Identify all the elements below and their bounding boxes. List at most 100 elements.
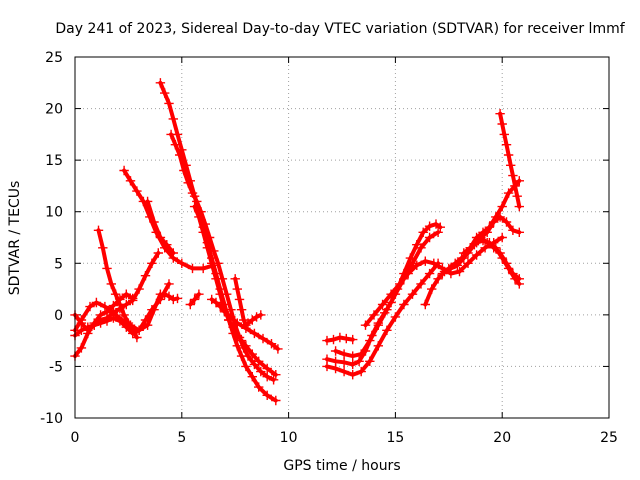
- data-point: [465, 243, 475, 253]
- y-tick-label: 20: [45, 102, 63, 118]
- data-point: [192, 196, 202, 207]
- series-arc-5: [93, 225, 142, 343]
- data-point: [115, 316, 125, 326]
- data-point: [234, 294, 245, 305]
- data-point: [147, 258, 157, 268]
- data-point: [142, 320, 153, 330]
- data-point: [365, 356, 375, 366]
- data-point: [127, 295, 138, 306]
- data-point: [514, 227, 524, 237]
- data-point: [166, 129, 176, 140]
- data-point: [365, 335, 375, 346]
- y-tick-label: 0: [54, 308, 63, 324]
- data-point: [354, 356, 364, 366]
- data-point: [405, 253, 416, 263]
- data-point: [119, 165, 129, 176]
- x-tick-label: 0: [71, 430, 80, 446]
- data-point: [339, 357, 349, 367]
- data-point: [348, 370, 358, 380]
- y-tick-label: 10: [45, 205, 63, 221]
- data-point: [249, 328, 260, 339]
- data-point: [341, 333, 351, 344]
- data-point: [510, 181, 520, 191]
- data-point: [373, 320, 383, 330]
- data-point: [232, 330, 242, 341]
- data-point: [121, 289, 131, 299]
- data-point: [506, 160, 516, 170]
- data-point: [147, 305, 157, 315]
- data-point: [164, 98, 174, 109]
- data-point: [403, 268, 413, 279]
- data-point: [140, 271, 151, 281]
- x-tick-label: 20: [493, 430, 511, 446]
- data-point: [162, 240, 172, 250]
- series-arc-14: [185, 289, 204, 310]
- data-point: [471, 238, 482, 248]
- data-point: [110, 289, 121, 299]
- data-point: [508, 170, 518, 181]
- data-point: [450, 258, 460, 268]
- data-point: [399, 299, 409, 310]
- data-point: [356, 349, 366, 359]
- data-point: [395, 279, 405, 289]
- series-arc-13: [160, 289, 183, 305]
- data-point: [390, 312, 401, 322]
- data-point: [76, 343, 87, 353]
- series-arc-23: [495, 109, 524, 212]
- data-point: [232, 318, 242, 328]
- data-point: [271, 370, 281, 380]
- series-line: [73, 292, 163, 333]
- data-point: [322, 335, 332, 346]
- data-point: [123, 318, 134, 328]
- data-point: [100, 301, 110, 312]
- data-point: [480, 243, 490, 253]
- data-point: [427, 284, 437, 294]
- data-point: [95, 318, 106, 328]
- data-point: [454, 266, 465, 277]
- data-point: [258, 333, 268, 344]
- data-point: [339, 366, 349, 377]
- data-point: [236, 335, 247, 346]
- data-point: [503, 150, 514, 160]
- data-point: [424, 232, 435, 243]
- data-point: [241, 361, 251, 372]
- data-point: [254, 356, 264, 366]
- data-point: [262, 390, 272, 400]
- data-point: [198, 263, 208, 274]
- data-point: [230, 274, 240, 284]
- series-arc-9: [166, 129, 279, 385]
- series-arc-10: [189, 201, 281, 380]
- data-point: [348, 334, 358, 345]
- data-point: [489, 243, 499, 253]
- data-point: [330, 346, 341, 356]
- data-point: [204, 232, 215, 243]
- data-point: [127, 325, 138, 335]
- data-point: [514, 201, 524, 212]
- data-point: [369, 310, 379, 320]
- data-point: [330, 363, 341, 374]
- data-point: [153, 248, 163, 258]
- series-arc-15: [322, 332, 358, 346]
- data-point: [501, 140, 512, 150]
- data-point: [424, 268, 435, 279]
- data-point: [386, 289, 396, 299]
- data-point: [172, 293, 183, 304]
- data-point: [268, 375, 279, 385]
- x-tick-label: 10: [280, 430, 298, 446]
- data-point: [168, 114, 178, 124]
- data-point: [420, 256, 430, 266]
- data-point: [189, 294, 200, 305]
- data-point: [170, 140, 181, 150]
- data-point: [189, 201, 200, 212]
- data-point: [155, 78, 166, 88]
- data-point: [228, 322, 238, 332]
- data-point: [185, 299, 195, 310]
- data-point: [433, 227, 443, 237]
- y-tick-label: 5: [54, 256, 63, 272]
- axes: 0 5 10 15 20 25 -10 -5 0 5 10 15 20 25: [40, 50, 618, 446]
- data-point: [437, 268, 448, 279]
- data-point: [476, 232, 486, 243]
- series-arc-12: [230, 274, 266, 330]
- data-point: [501, 217, 512, 227]
